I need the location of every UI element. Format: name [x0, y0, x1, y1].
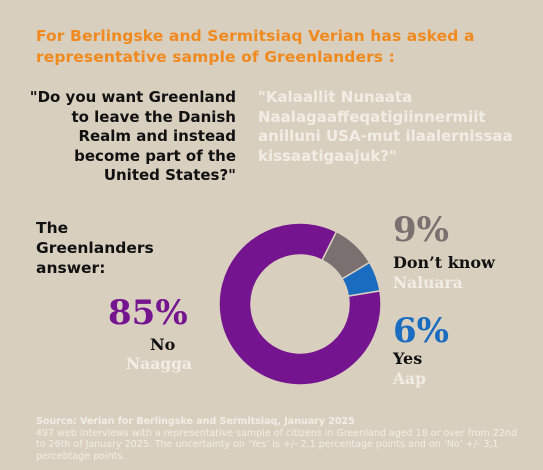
- source-title: Source: Verian for Berlingske and Sermit…: [36, 416, 355, 427]
- source-body: 497 web interviews with a representative…: [36, 427, 517, 462]
- no-percentage: 85%: [108, 293, 188, 333]
- yes-percentage: 6%: [393, 311, 449, 351]
- dontknow-label: Don’t know: [393, 253, 495, 272]
- question-greenlandic: "Kalaallit Nunaata Naalagaaffeqatigiinne…: [258, 88, 513, 165]
- yes-label-greenlandic: Aap: [393, 369, 426, 388]
- dontknow-percentage: 9%: [393, 210, 449, 250]
- donut-slice-no: [218, 222, 382, 386]
- no-label-greenlandic: Naagga: [126, 354, 192, 373]
- question-english: "Do you want Greenland to leave the Dani…: [29, 88, 236, 184]
- chart-lead-text: The Greenlanders answer:: [36, 219, 154, 277]
- no-label: No: [150, 335, 176, 354]
- dontknow-label-greenlandic: Naluara: [393, 273, 463, 292]
- intro-heading: For Berlingske and Sermitsiaq Verian has…: [36, 27, 475, 66]
- yes-label: Yes: [393, 349, 423, 368]
- source-note: Source: Verian for Berlingske and Sermit…: [36, 416, 528, 462]
